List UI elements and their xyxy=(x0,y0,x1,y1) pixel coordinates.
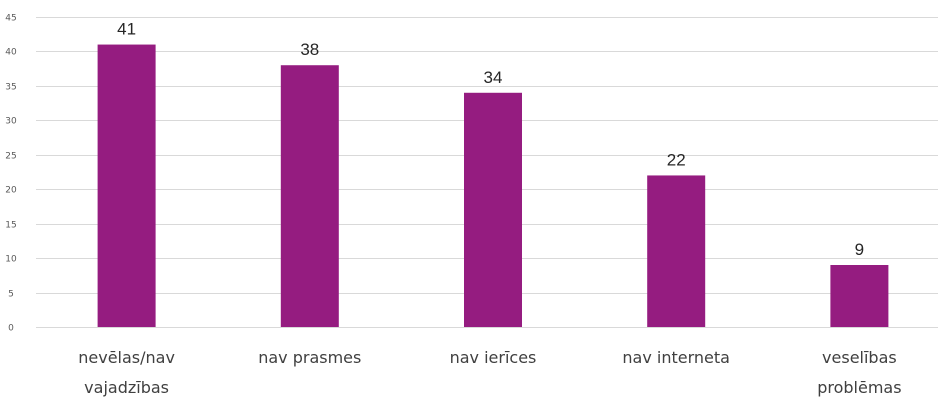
y-tick-label: 0 xyxy=(8,324,14,334)
x-category-label-line: nav interneta xyxy=(622,348,730,367)
x-category-label-5: veselības problēmas xyxy=(817,348,901,397)
bar-5 xyxy=(830,265,889,327)
x-category-label-1: nevēlas/nav vajadzības xyxy=(78,348,175,397)
bars xyxy=(97,44,889,328)
bar-3 xyxy=(464,92,522,328)
x-category-label-3: nav ierīces xyxy=(450,348,537,367)
y-tick-label: 25 xyxy=(5,152,16,162)
data-label-5: 9 xyxy=(855,240,864,259)
data-label-1: 41 xyxy=(117,20,136,39)
y-tick-label: 45 xyxy=(5,14,16,24)
data-label-2: 38 xyxy=(300,40,319,59)
x-category-label-line: vajadzības xyxy=(84,378,169,397)
bar-2 xyxy=(280,65,339,327)
y-tick-label: 10 xyxy=(5,255,17,265)
x-category-label-line: problēmas xyxy=(817,378,901,397)
data-labels: 41 38 34 22 9 xyxy=(117,20,864,259)
y-tick-label: 30 xyxy=(5,117,17,127)
x-category-label-4: nav interneta xyxy=(622,348,730,367)
y-tick-label: 5 xyxy=(8,290,14,300)
data-label-4: 22 xyxy=(667,150,686,169)
x-category-label-line: nevēlas/nav xyxy=(78,348,175,367)
x-axis-category-labels: nevēlas/nav vajadzības nav prasmes nav ierī… xyxy=(78,348,901,397)
x-category-label-2: nav prasmes xyxy=(258,348,361,367)
x-category-label-line: veselības xyxy=(822,348,897,367)
bar-1 xyxy=(97,44,156,328)
y-tick-label: 20 xyxy=(5,186,17,196)
x-category-label-line: nav prasmes xyxy=(258,348,361,367)
x-category-label-line: nav ierīces xyxy=(450,348,537,367)
y-axis-tick-labels: 0 5 10 15 20 25 30 35 40 45 xyxy=(5,14,17,334)
y-tick-label: 35 xyxy=(5,83,16,93)
data-label-3: 34 xyxy=(484,68,503,87)
bar-4 xyxy=(647,175,706,327)
y-tick-label: 15 xyxy=(5,221,16,231)
y-tick-label: 40 xyxy=(5,48,17,58)
